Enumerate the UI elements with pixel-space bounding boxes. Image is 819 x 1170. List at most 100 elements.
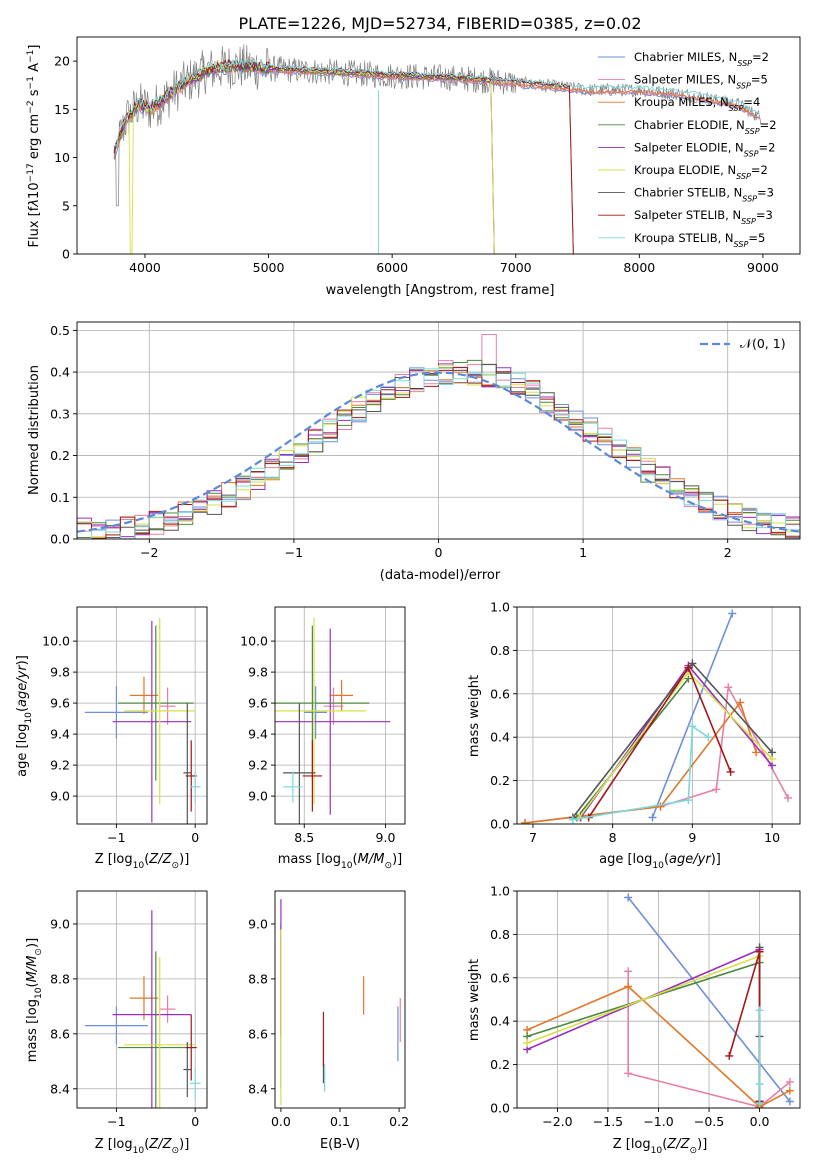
x-axis-label-part: (: [144, 1137, 149, 1152]
legend-label-part: Chabrier STELIB, N: [634, 186, 742, 200]
legend-label-part: Kroupa MILES, N: [634, 95, 729, 109]
weight-marker: [624, 1069, 633, 1078]
y-axis-label-part: ]: [27, 45, 42, 50]
errorbar-point: [84, 686, 148, 739]
x-tick-label: −1.0: [643, 1114, 673, 1129]
x-tick-label: −1: [285, 545, 303, 560]
legend-label: Salpeter STELIB, NSSP=3: [634, 208, 773, 226]
x-tick-label: 8.5: [294, 830, 314, 845]
legend-label-part: =5: [748, 231, 765, 245]
weight-line-kroupa-miles: [526, 985, 791, 1108]
legend-label-part: SSP: [737, 59, 752, 68]
y-axis-label-part: A: [27, 63, 42, 76]
legend-label: Kroupa STELIB, NSSP=5: [634, 231, 765, 249]
weight-line-salpeter-miles: [524, 684, 789, 824]
legend-label-part: Salpeter ELODIE, N: [634, 140, 744, 154]
legend-label-part: SSP: [734, 239, 749, 248]
y-tick-label: 9.2: [50, 758, 70, 773]
x-tick-label: −0.5: [694, 1114, 724, 1129]
mass-vs-ebv-panel: 0.0 0.1 0.2 8.4 8.6 8.8 9.0 E(B-V): [248, 890, 409, 1152]
weight-marker: [784, 793, 793, 802]
y-axis-label-part: erg cm: [27, 114, 42, 163]
y-tick-label: 0.0: [50, 532, 70, 547]
y-axis-label-part: −1: [26, 50, 36, 63]
weight-marker: [785, 1086, 794, 1095]
legend-label: Chabrier ELODIE, NSSP=2: [634, 118, 777, 136]
mass-vs-z-panel: −1 08.48.68.89.0Z [log10(Z/Z⊙)]mass [log1…: [25, 890, 208, 1156]
y-tick-label: 0.6: [490, 970, 510, 985]
x-axis-label-part: (: [664, 852, 669, 867]
x-axis-label-part: Z/Z: [148, 852, 172, 867]
hist-kroupa-stelib: [77, 368, 800, 539]
legend-label-part: SSP: [745, 126, 760, 135]
y-tick-label: 0.4: [50, 365, 70, 380]
errorbar-point: [124, 956, 196, 1108]
axes-frame: [274, 606, 406, 825]
x-tick-label: 6000: [376, 260, 408, 275]
errorbar-point: [183, 1042, 192, 1098]
spectrum-panel: 4000 5000 6000 7000 8000 9000 0 5 10 15 20 waveleng…: [26, 36, 801, 298]
errorbar-point: [283, 703, 316, 824]
x-axis-label: Z [log10(Z/Z⊙)]: [613, 1137, 708, 1156]
x-tick-label: −1: [107, 830, 125, 845]
normal-curve: [77, 371, 800, 533]
y-axis-label-part: age [log: [15, 724, 30, 777]
weight-line-chabrier-elodie: [526, 961, 761, 1102]
legend-label-part: =3: [757, 186, 774, 200]
legend-label-part: SSP: [741, 217, 756, 226]
x-tick-label: 9000: [747, 260, 779, 275]
x-axis-label: (data-model)/error: [380, 568, 501, 583]
errorbar-point: [189, 1066, 201, 1100]
y-tick-label: 1.0: [490, 884, 510, 899]
x-tick-label: 0: [191, 830, 199, 845]
weight-marker: [785, 1077, 794, 1086]
weight-marker: [568, 815, 577, 824]
legend-label-part: Kroupa STELIB, N: [634, 231, 734, 245]
x-axis-label-part: age [log: [599, 852, 652, 867]
y-axis-label-part: 10: [34, 987, 44, 999]
weight-marker: [684, 663, 693, 672]
errorbar-point: [275, 628, 391, 815]
legend-label: Chabrier STELIB, NSSP=3: [634, 186, 774, 204]
y-tick-label: 0.0: [490, 1101, 510, 1116]
x-axis-label: age [log10(age/yr)]: [599, 852, 721, 871]
weight-line-salpeter-stelib: [728, 951, 761, 1102]
legend-label-part: SSP: [736, 172, 751, 181]
weight-marker: [768, 748, 777, 757]
x-axis-label: E(B-V): [320, 1137, 360, 1152]
errorbar-point: [112, 910, 192, 1108]
axes-frame: [516, 606, 801, 825]
x-axis-label-part: age/yr: [669, 852, 712, 867]
y-tick-label: 10.0: [42, 634, 70, 649]
y-axis-label-part: 10: [27, 182, 42, 199]
y-tick-label: 0.5: [50, 323, 70, 338]
y-tick-label: 8.8: [248, 971, 268, 986]
y-axis-label-part: (: [25, 982, 40, 987]
weight-marker: [785, 1097, 794, 1106]
errorbar-point: [302, 740, 323, 812]
y-tick-label: 8.8: [50, 971, 70, 986]
x-axis-label-part: Z/Z: [148, 1137, 172, 1152]
errorbar-point: [330, 679, 353, 711]
y-tick-label: 9.0: [50, 789, 70, 804]
y-tick-label: 5: [62, 198, 70, 213]
y-tick-label: 0.8: [490, 927, 510, 942]
legend-label-part: =3: [756, 208, 773, 222]
weight-line-chabrier-elodie: [576, 678, 690, 819]
weight-line-chabrier-miles: [651, 613, 733, 818]
y-tick-label: 9.0: [248, 789, 268, 804]
errorbar-point: [185, 1014, 197, 1081]
weight-marker: [728, 609, 737, 618]
legend-label: Salpeter MILES, NSSP=5: [634, 73, 768, 91]
x-tick-label: −2.0: [542, 1114, 572, 1129]
model-line-salpeter-stelib: [113, 58, 574, 254]
x-tick-label: 9.0: [376, 830, 396, 845]
legend-label: Chabrier MILES, NSSP=2: [634, 50, 769, 68]
legend-label-part: =5: [751, 73, 768, 87]
y-tick-label: 1.0: [490, 600, 510, 615]
weight-marker: [736, 698, 745, 707]
weight-marker: [648, 813, 657, 822]
y-axis-label-part: ⊙: [34, 948, 44, 956]
x-axis-label-part: 10: [651, 1146, 663, 1156]
